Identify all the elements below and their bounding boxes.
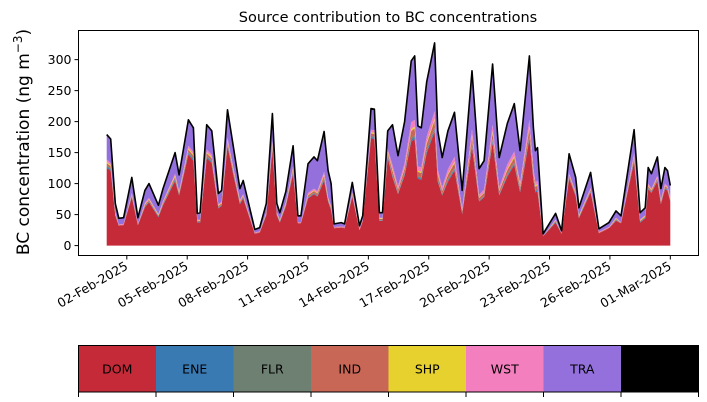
legend-swatch-flr [233, 345, 312, 392]
total-line [106, 42, 672, 235]
y-axis-label-exponent: −3 [11, 35, 25, 53]
y-axis-label-prefix: BC concentration (ng m [14, 53, 34, 255]
legend-label-bb: BB [651, 361, 668, 376]
legend-label-wst: WST [491, 361, 519, 376]
legend-label-ene: ENE [182, 361, 207, 376]
y-axis-label-suffix: ) [14, 29, 34, 36]
legend-swatch-bb [621, 345, 699, 392]
legend-label-ind: IND [338, 361, 361, 376]
y-tick-label: 300 [48, 52, 72, 67]
legend-label-flr: FLR [261, 361, 284, 376]
legend-swatch-dom [78, 345, 157, 392]
area-dom [106, 131, 671, 246]
y-tick-label: 200 [48, 114, 72, 129]
y-tick-label: 50 [56, 207, 72, 222]
y-tick-label: 0 [64, 238, 72, 253]
y-tick-label: 100 [48, 176, 72, 191]
legend-swatch-shp [388, 345, 467, 392]
y-tick-label: 250 [48, 83, 72, 98]
legend-swatch-ind [311, 345, 389, 392]
legend-swatch-wst [466, 345, 544, 392]
area-tra [106, 44, 671, 237]
legend-label-dom: DOM [102, 361, 132, 376]
legend-label-shp: SHP [415, 361, 440, 376]
source-colorbar-legend: DOM ENE FLR IND SHP WST TRA BB [78, 345, 699, 397]
stacked-areas [106, 42, 672, 246]
legend-label-tra: TRA [569, 361, 595, 376]
legend-swatch-tra [543, 345, 622, 392]
axes: 05010015020025030002-Feb-202505-Feb-2025… [48, 52, 674, 311]
chart-title: Source contribution to BC concentrations [239, 10, 537, 26]
y-axis-label: BC concentration (ng m−3) [11, 29, 34, 255]
plot-frame [78, 30, 699, 256]
legend-swatch-ene [156, 345, 234, 392]
y-tick-label: 150 [48, 145, 72, 160]
